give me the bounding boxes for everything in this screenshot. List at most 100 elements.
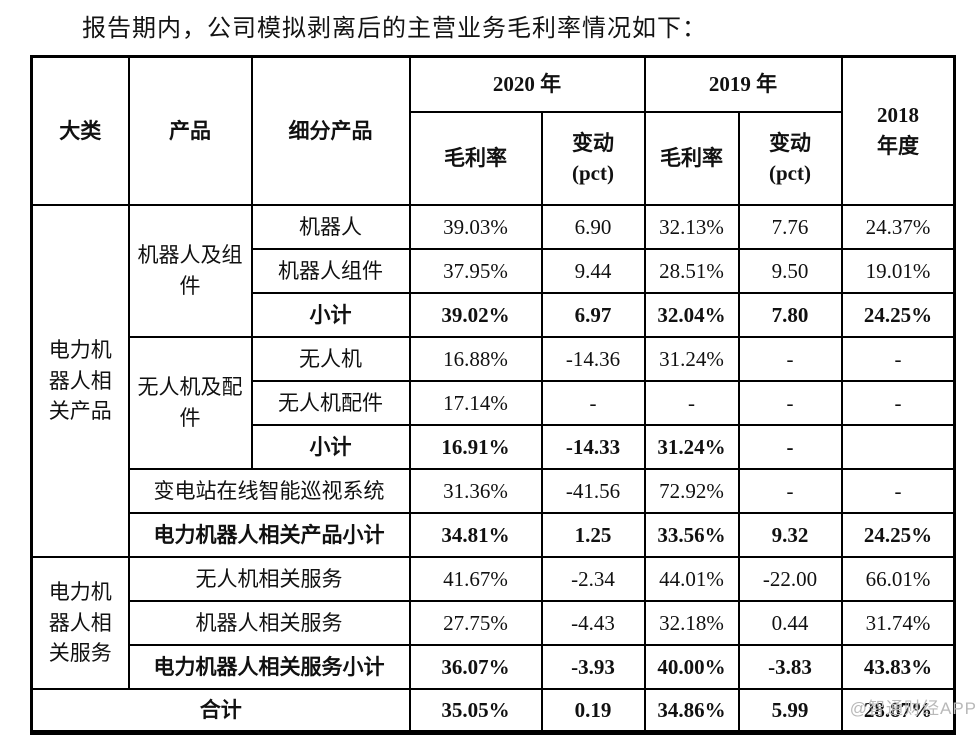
- header-year-2019: 2019 年: [643, 55, 843, 113]
- cell-change-2019: -: [737, 335, 843, 382]
- cell-change-2020: -: [540, 379, 646, 426]
- cell-margin-2018: 66.01%: [840, 555, 956, 602]
- cell-margin-2018: 24.37%: [840, 203, 956, 250]
- cell-change-2020: -2.34: [540, 555, 646, 602]
- header-margin-2019: 毛利率: [643, 110, 740, 206]
- cell-change-2020: -41.56: [540, 467, 646, 514]
- row-label: 无人机配件: [250, 379, 411, 426]
- cell-margin-2020: 39.03%: [408, 203, 543, 250]
- cell-margin-2019: 34.86%: [643, 687, 740, 734]
- table-row-services-subtotal: 电力机器人相关服务小计 36.07% -3.93 40.00% -3.83 43…: [32, 643, 956, 690]
- category-cell-products: 电力机器人相关产品: [30, 203, 130, 558]
- product-group-drone-accessories: 无人机及配件: [127, 335, 253, 470]
- cell-change-2019: 9.32: [737, 511, 843, 558]
- row-label: 小计: [250, 291, 411, 338]
- cell-margin-2019: 44.01%: [643, 555, 740, 602]
- cell-change-2019: -: [737, 423, 843, 470]
- product-group-robot-components: 机器人及组件: [127, 203, 253, 338]
- row-label: 合计: [30, 687, 411, 734]
- row-label: 电力机器人相关服务小计: [127, 643, 411, 690]
- cell-margin-2019: -: [643, 379, 740, 426]
- category-cell-services: 电力机器人相关服务: [30, 555, 130, 690]
- table-row-grand-total: 合计 35.05% 0.19 34.86% 5.99 28.87%: [30, 687, 956, 734]
- cell-margin-2018: -: [840, 379, 956, 426]
- header-margin-2020: 毛利率: [408, 110, 543, 206]
- cell-margin-2019: 40.00%: [643, 643, 740, 690]
- table-row-drone-subtotal: 小计 16.91% -14.33 31.24% -: [32, 423, 956, 470]
- cell-margin-2018: 19.01%: [840, 247, 956, 294]
- header-sub-product: 细分产品: [250, 55, 411, 206]
- header-row-metrics: 毛利率 变动 (pct) 毛利率 变动 (pct) 毛利率: [32, 110, 955, 206]
- cell-change-2019: -22.00: [737, 555, 843, 602]
- table-row-drone: 无人机及配件 无人机 16.88% -14.36 31.24% - -: [32, 335, 956, 470]
- cell-margin-2020: 34.81%: [408, 511, 543, 558]
- cell-margin-2019: 31.24%: [643, 423, 740, 470]
- cell-change-2020: 6.90: [540, 203, 646, 250]
- row-label: 机器人组件: [250, 247, 411, 294]
- cell-margin-2020: 16.91%: [408, 423, 543, 470]
- row-label: 机器人相关服务: [127, 599, 411, 646]
- header-change-2020-line2: (pct): [572, 161, 614, 186]
- header-year-2020: 2020 年: [408, 55, 646, 113]
- cell-margin-2019: 33.56%: [643, 511, 740, 558]
- header-change-2020-line1: 变动: [572, 130, 614, 155]
- cell-change-2020: -14.33: [540, 423, 646, 470]
- cell-margin-2019: 31.24%: [643, 335, 740, 382]
- cell-change-2020: 0.19: [540, 687, 646, 734]
- table-row-drone-accessories: 无人机配件 17.14% - - - -: [32, 379, 956, 426]
- cell-margin-2019: 32.04%: [643, 291, 740, 338]
- cell-change-2019: -: [737, 379, 843, 426]
- cell-margin-2019: 28.51%: [643, 247, 740, 294]
- cell-change-2019: -3.83: [737, 643, 843, 690]
- header-row-years: 大类 产品 细分产品 2020 年 2019 年 2018 年度: [30, 55, 956, 206]
- header-product: 产品: [127, 55, 253, 206]
- cell-change-2020: -4.43: [540, 599, 646, 646]
- cell-margin-2020: 35.05%: [408, 687, 543, 734]
- cell-change-2019: 9.50: [737, 247, 843, 294]
- header-category: 大类: [30, 55, 130, 206]
- cell-margin-2018: -: [840, 467, 956, 514]
- cell-change-2019: 5.99: [737, 687, 843, 734]
- table-row-robot: 电力机器人相关产品 机器人及组件 机器人 39.03% 6.90 32.13% …: [30, 203, 956, 558]
- cell-margin-2018: 43.83%: [840, 643, 956, 690]
- page-title: 报告期内，公司模拟剥离后的主营业务毛利率情况如下：: [82, 16, 707, 42]
- row-label: 小计: [250, 423, 411, 470]
- cell-change-2019: -: [737, 467, 843, 514]
- cell-change-2019: 0.44: [737, 599, 843, 646]
- row-label: 无人机相关服务: [127, 555, 411, 602]
- cell-margin-2020: 17.14%: [408, 379, 543, 426]
- row-label: 电力机器人相关产品小计: [127, 511, 411, 558]
- table-row-drone-services: 电力机器人相关服务 无人机相关服务 41.67% -2.34 44.01% -2…: [30, 555, 956, 690]
- row-label: 机器人: [250, 203, 411, 250]
- table-row-robot-components: 机器人组件 37.95% 9.44 28.51% 9.50 19.01%: [32, 247, 956, 294]
- cell-margin-2018: 24.25%: [840, 291, 956, 338]
- cell-margin-2020: 31.36%: [408, 467, 543, 514]
- cell-margin-2020: 39.02%: [408, 291, 543, 338]
- cell-margin-2018: [840, 423, 956, 470]
- cell-change-2020: -3.93: [540, 643, 646, 690]
- cell-margin-2020: 16.88%: [408, 335, 543, 382]
- cell-margin-2018: 31.74%: [840, 599, 956, 646]
- header-change-2019: 变动 (pct): [737, 110, 843, 206]
- table-row-substation-system: 变电站在线智能巡视系统 31.36% -41.56 72.92% - -: [32, 467, 956, 514]
- cell-change-2020: 1.25: [540, 511, 646, 558]
- row-label: 变电站在线智能巡视系统: [127, 467, 411, 514]
- header-change-2019-line2: (pct): [769, 161, 811, 186]
- cell-margin-2020: 27.75%: [408, 599, 543, 646]
- cell-margin-2018: -: [840, 335, 956, 382]
- cell-change-2020: 6.97: [540, 291, 646, 338]
- cell-margin-2020: 37.95%: [408, 247, 543, 294]
- cell-margin-2020: 36.07%: [408, 643, 543, 690]
- row-label: 无人机: [250, 335, 411, 382]
- table-row-products-subtotal: 电力机器人相关产品小计 34.81% 1.25 33.56% 9.32 24.2…: [32, 511, 956, 558]
- watermark: @智通财经APP: [849, 699, 977, 718]
- table-row-robot-subtotal: 小计 39.02% 6.97 32.04% 7.80 24.25%: [32, 291, 956, 338]
- gross-margin-table: 大类 产品 细分产品 2020 年 2019 年 2018 年度 毛利率 变动 …: [30, 55, 956, 735]
- cell-margin-2018: 24.25%: [840, 511, 956, 558]
- cell-change-2019: 7.80: [737, 291, 843, 338]
- header-year-2018: 2018 年度: [840, 55, 956, 206]
- cell-margin-2019: 32.13%: [643, 203, 740, 250]
- header-year-2018-line2: 年度: [877, 133, 919, 158]
- header-change-2020: 变动 (pct): [540, 110, 646, 206]
- header-year-2018-line1: 2018: [877, 103, 919, 128]
